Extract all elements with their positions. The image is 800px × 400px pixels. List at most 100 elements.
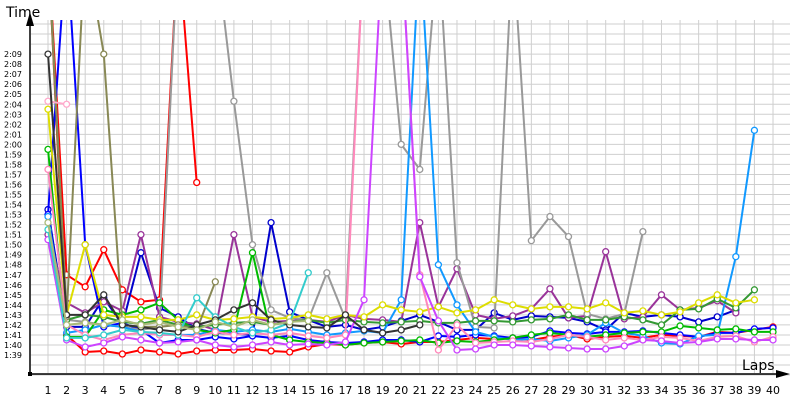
data-point [490,296,498,304]
data-point [695,318,703,326]
data-point [676,339,684,347]
data-point [564,232,573,241]
y-tick-label: 1:52 [4,221,22,230]
data-point [620,309,628,317]
data-point [416,308,424,316]
x-tick-label: 33 [636,384,650,397]
data-point [211,328,219,336]
x-tick-label: 11 [227,384,241,397]
x-tick-label: 1 [45,384,52,397]
data-point [602,248,610,256]
data-point [360,296,368,304]
y-tick-label: 2:08 [4,60,22,69]
data-point [304,311,312,319]
data-point [304,340,312,348]
data-point [304,323,312,331]
data-point [137,230,145,239]
data-point [453,301,461,309]
data-point [360,326,368,334]
x-tick-label: 12 [245,384,259,397]
x-tick-labels: 1 2 3 4 5 6 7 8 9 10 11 12 13 14 15 16 17 18 19 20 21 22 23 24 2… [45,384,781,397]
data-point [397,296,405,304]
y-tick-label: 1:47 [4,271,22,280]
data-point [602,336,610,344]
data-point [750,286,759,294]
y-tick-label: 1:39 [4,351,22,360]
data-point [193,311,201,319]
series-line [50,20,774,355]
data-point [100,347,108,355]
x-tick-label: 4 [100,384,107,397]
data-point [657,291,666,299]
data-point [323,269,331,277]
data-point [713,313,721,321]
y-tick-label: 1:56 [4,180,22,189]
x-tick-label: 36 [692,384,706,397]
data-point [137,321,145,329]
data-point [732,335,740,343]
data-point [490,317,498,325]
y-tick-label: 1:54 [4,201,22,210]
data-point [509,312,517,320]
y-axis-arrow [26,12,34,26]
x-axis-label: Laps [742,358,775,374]
x-tick-label: 21 [413,384,427,397]
data-point [602,345,610,353]
data-point [639,307,647,315]
data-point [193,326,201,334]
data-point [378,329,387,337]
y-tick-labels: 1:391:401:411:421:431:441:451:461:471:48… [4,50,22,360]
x-tick-label: 3 [82,384,89,397]
data-point [267,218,275,227]
data-point [62,321,71,329]
data-point [397,318,405,326]
data-point [193,336,201,344]
data-point [620,342,628,350]
y-tick-label: 1:58 [4,160,22,169]
data-point [248,299,257,307]
x-tick-label: 17 [338,384,352,397]
data-point [471,306,480,314]
x-tick-label: 20 [394,384,408,397]
data-point [546,303,554,311]
data-point [527,237,535,245]
data-point [100,311,108,319]
y-tick-label: 2:01 [4,130,22,139]
data-point [211,318,219,326]
x-tick-label: 16 [320,384,334,397]
x-tick-label: 6 [137,384,144,397]
data-point [230,315,238,323]
x-tick-label: 19 [376,384,390,397]
data-point [527,305,535,313]
data-point [193,178,201,187]
data-point [713,335,721,343]
y-tick-label: 1:57 [4,170,22,179]
y-tick-label: 1:48 [4,261,22,270]
data-point [732,299,740,307]
data-point [100,321,108,329]
data-point [286,308,294,316]
y-tick-label: 2:00 [4,140,22,149]
data-point [527,342,535,350]
data-point [211,278,219,286]
x-tick-label: 37 [710,384,724,397]
axes: Time Laps [5,5,790,378]
data-point [527,331,535,339]
data-point [44,212,52,221]
data-point [81,319,89,327]
data-point [509,318,517,326]
x-tick-label: 2 [63,384,70,397]
data-point [769,336,777,344]
data-point [155,339,164,347]
data-point [118,333,127,341]
x-tick-label: 38 [729,384,743,397]
data-point [174,350,182,358]
y-tick-label: 1:55 [4,191,22,200]
data-point [471,328,480,336]
data-point [81,283,89,291]
data-point [137,298,145,306]
x-tick-label: 30 [580,384,594,397]
data-point [155,348,164,356]
data-point [695,305,703,313]
data-point [286,318,294,326]
